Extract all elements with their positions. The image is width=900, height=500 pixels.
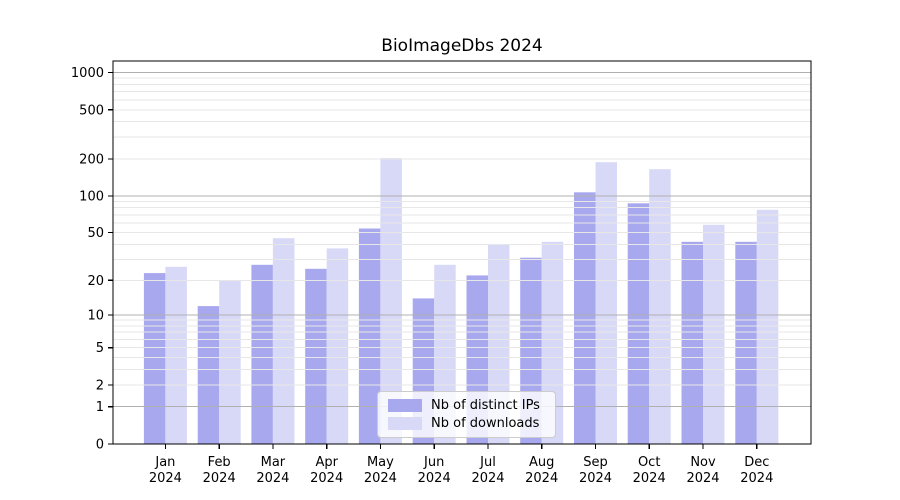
bar-nb-of-distinct-ips-nov-2024 bbox=[681, 241, 703, 444]
bar-nb-of-distinct-ips-mar-2024 bbox=[251, 264, 273, 444]
y-tick-label: 2 bbox=[96, 378, 104, 393]
y-tick-label: 0 bbox=[96, 438, 104, 453]
bar-nb-of-downloads-jan-2024 bbox=[165, 266, 187, 444]
bar-nb-of-downloads-dec-2024 bbox=[756, 209, 779, 444]
y-tick-label: 100 bbox=[79, 189, 104, 204]
plot-border bbox=[112, 60, 812, 445]
bar-nb-of-distinct-ips-dec-2024 bbox=[735, 241, 757, 444]
x-tick-label: May 2024 bbox=[364, 455, 397, 486]
legend-swatch-downloads bbox=[388, 417, 422, 430]
bar-nb-of-distinct-ips-apr-2024 bbox=[305, 268, 327, 444]
legend-item-downloads: Nb of downloads bbox=[388, 417, 555, 430]
x-tick-label: Feb 2024 bbox=[203, 455, 236, 486]
x-tick-label: Jun 2024 bbox=[418, 455, 451, 486]
x-tick-label: Jan 2024 bbox=[149, 455, 182, 486]
y-tick-label: 1000 bbox=[71, 66, 104, 81]
x-tick-label: Dec 2024 bbox=[740, 455, 773, 486]
bar-nb-of-downloads-may-2024 bbox=[380, 158, 402, 444]
x-tick-label: Apr 2024 bbox=[310, 455, 343, 486]
y-tick-label: 10 bbox=[87, 309, 104, 324]
x-tick-label: Nov 2024 bbox=[686, 455, 719, 486]
y-tick-label: 1 bbox=[96, 400, 104, 415]
bar-nb-of-downloads-apr-2024 bbox=[326, 248, 349, 444]
bar-nb-of-distinct-ips-sep-2024 bbox=[574, 192, 596, 444]
y-tick-label: 20 bbox=[87, 274, 104, 289]
y-tick-label: 200 bbox=[79, 152, 104, 167]
bar-nb-of-distinct-ips-may-2024 bbox=[358, 228, 381, 444]
bar-nb-of-distinct-ips-oct-2024 bbox=[627, 203, 650, 444]
x-tick-label: Jul 2024 bbox=[471, 455, 504, 486]
legend-swatch-distinct-ips bbox=[388, 399, 422, 412]
x-tick-label: Mar 2024 bbox=[256, 455, 289, 486]
bar-nb-of-distinct-ips-feb-2024 bbox=[197, 306, 220, 444]
legend-label-distinct-ips: Nb of distinct IPs bbox=[431, 398, 540, 413]
bar-nb-of-downloads-mar-2024 bbox=[272, 238, 295, 444]
x-tick-label: Sep 2024 bbox=[579, 455, 612, 486]
bar-nb-of-distinct-ips-jan-2024 bbox=[143, 273, 166, 444]
bar-nb-of-downloads-nov-2024 bbox=[703, 224, 725, 444]
y-tick-label: 500 bbox=[79, 103, 104, 118]
legend: Nb of distinct IPs Nb of downloads bbox=[377, 391, 556, 438]
chart-title: BioImageDbs 2024 bbox=[381, 36, 543, 56]
x-tick-label: Aug 2024 bbox=[525, 455, 558, 486]
bar-nb-of-downloads-sep-2024 bbox=[595, 162, 617, 444]
legend-label-downloads: Nb of downloads bbox=[431, 416, 540, 431]
bar-nb-of-downloads-oct-2024 bbox=[649, 169, 671, 444]
legend-item-distinct-ips: Nb of distinct IPs bbox=[388, 399, 555, 412]
x-tick-label: Oct 2024 bbox=[633, 455, 666, 486]
y-tick-label: 50 bbox=[87, 226, 104, 241]
y-tick-label: 5 bbox=[96, 341, 104, 356]
bar-nb-of-downloads-feb-2024 bbox=[219, 280, 241, 444]
